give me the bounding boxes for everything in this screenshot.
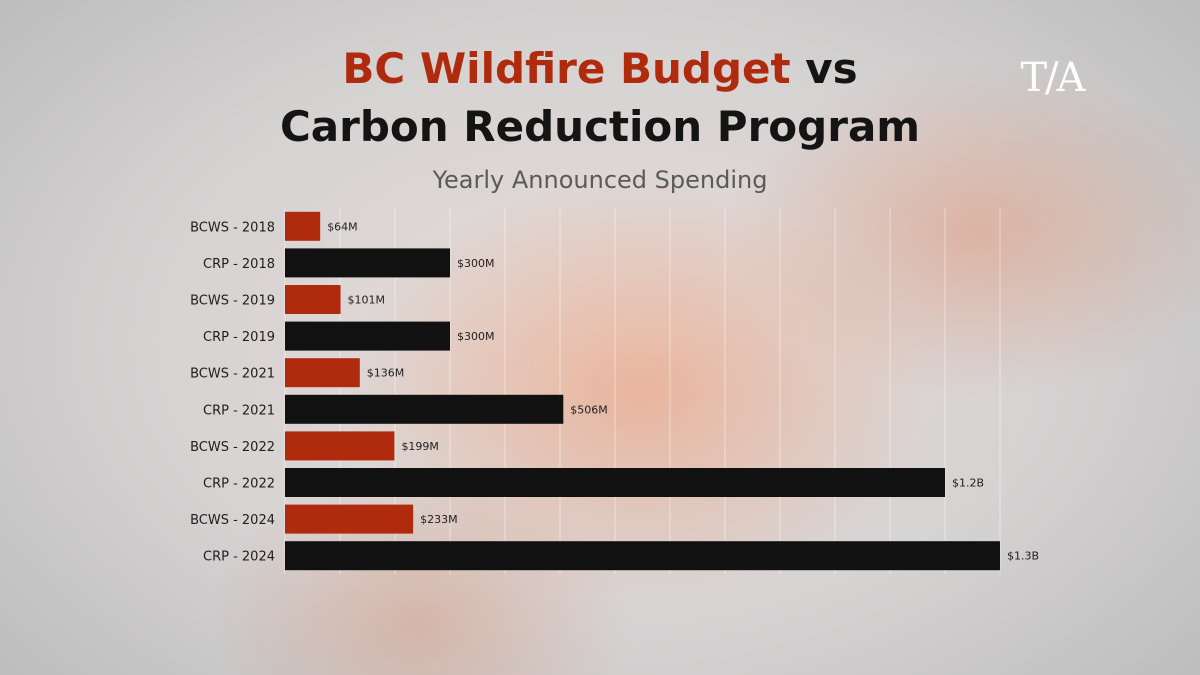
category-label: CRP - 2024 [203, 550, 275, 565]
value-label: $233M [420, 513, 458, 526]
value-label: $101M [348, 294, 386, 307]
brand-logo: T/A [1020, 55, 1085, 101]
chart-title-accent: BC Wildfire Budget [342, 44, 791, 93]
value-label: $1.2B [952, 477, 984, 490]
category-label: BCWS - 2024 [190, 513, 275, 528]
bar [285, 541, 1000, 571]
bar [285, 504, 414, 534]
value-label: $136M [367, 367, 405, 380]
category-label: CRP - 2021 [203, 403, 275, 418]
bar [285, 394, 564, 424]
category-label: BCWS - 2019 [190, 294, 275, 309]
chart-header: BC Wildfire Budget vs Carbon Reduction P… [0, 40, 1200, 194]
chart-title-line-1: BC Wildfire Budget vs [0, 40, 1200, 98]
chart-title-line-2: Carbon Reduction Program [279, 102, 921, 151]
bar [285, 248, 450, 278]
value-label: $300M [457, 330, 495, 343]
category-label: CRP - 2018 [203, 257, 275, 272]
bar [285, 468, 945, 497]
value-label: $199M [401, 440, 439, 453]
bar [285, 285, 341, 314]
chart-title-vs: vs [790, 44, 858, 93]
category-label: BCWS - 2022 [190, 440, 275, 455]
category-label: CRP - 2019 [203, 330, 275, 345]
value-label: $300M [457, 257, 495, 270]
bar [285, 358, 360, 388]
category-label: CRP - 2022 [203, 477, 275, 492]
value-label: $64M [327, 220, 358, 233]
category-label: BCWS - 2021 [190, 367, 275, 382]
chart-subtitle: Yearly Announced Spending [432, 166, 768, 194]
labels: BCWS - 2018 $64M CRP - 2018 $300M BCWS - 201… [190, 220, 1039, 564]
category-label: BCWS - 2018 [190, 220, 275, 235]
value-label: $1.3B [1007, 550, 1039, 563]
value-label: $506M [570, 403, 608, 416]
bar [285, 321, 450, 351]
bar [285, 431, 395, 461]
bar [285, 211, 321, 241]
bars [285, 211, 1000, 571]
